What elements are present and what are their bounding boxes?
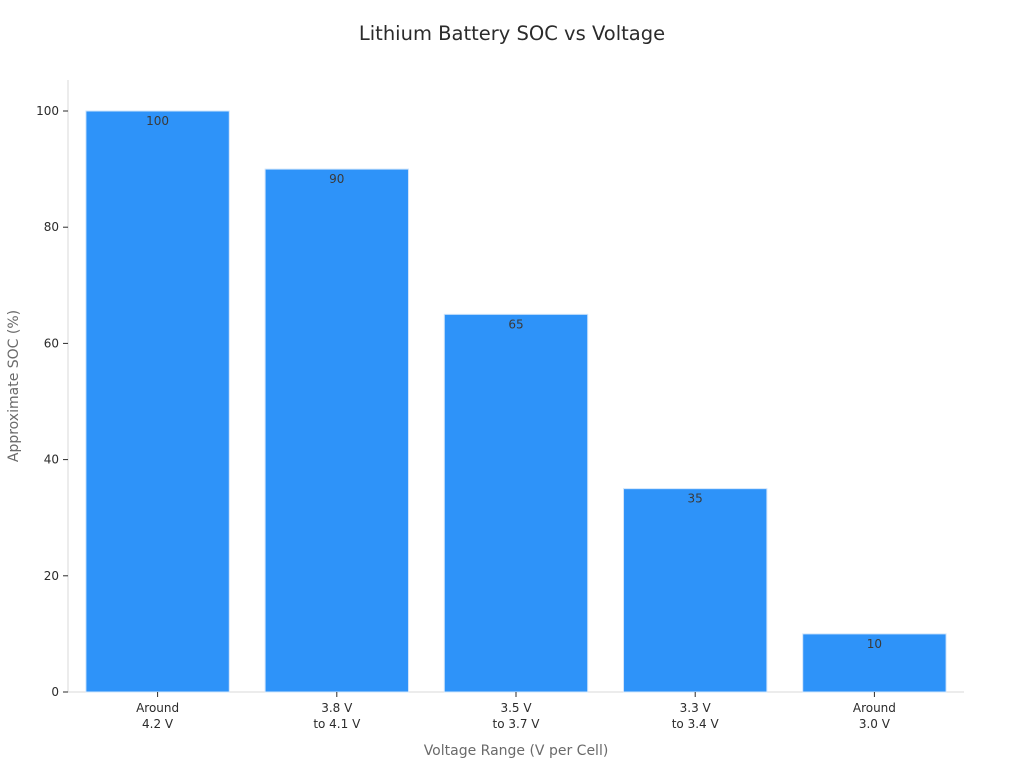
x-tick-label: to 4.1 V	[313, 717, 361, 731]
bar	[443, 313, 589, 693]
x-tick-label: Around	[853, 701, 896, 715]
y-ticks: 0 20 40 60 80 100	[36, 104, 68, 699]
bar	[623, 488, 768, 693]
y-tick-label: 80	[44, 220, 59, 234]
data-labels: 100 90 65 35 10	[146, 114, 882, 651]
bar	[802, 633, 947, 693]
x-tick-label: 3.0 V	[859, 717, 891, 731]
x-tick-label: 4.2 V	[142, 717, 174, 731]
y-axis-label: Approximate SOC (%)	[6, 310, 22, 462]
x-tick-label: 3.3 V	[680, 701, 712, 715]
y-tick-label: 40	[44, 453, 59, 467]
y-tick-label: 0	[51, 685, 59, 699]
x-tick-label: to 3.7 V	[493, 717, 541, 731]
x-tick-label: Around	[136, 701, 179, 715]
bars	[85, 110, 947, 693]
data-label: 65	[508, 317, 523, 331]
x-ticks: Around 4.2 V 3.8 V to 4.1 V 3.5 V to 3.7 V 3.3…	[136, 692, 896, 731]
data-label: 90	[329, 172, 344, 186]
y-tick-label: 60	[44, 336, 59, 350]
data-label: 100	[146, 114, 169, 128]
data-label: 35	[688, 492, 703, 506]
x-tick-label: to 3.4 V	[672, 717, 720, 731]
x-tick-label: 3.5 V	[500, 701, 532, 715]
bar	[85, 110, 230, 693]
x-axis-label: Voltage Range (V per Cell)	[424, 743, 609, 759]
x-tick-label: 3.8 V	[321, 701, 353, 715]
data-label: 10	[867, 637, 882, 651]
y-tick-label: 100	[36, 104, 59, 118]
y-tick-label: 20	[44, 569, 59, 583]
chart-title: Lithium Battery SOC vs Voltage	[359, 22, 665, 45]
bar	[264, 168, 409, 693]
